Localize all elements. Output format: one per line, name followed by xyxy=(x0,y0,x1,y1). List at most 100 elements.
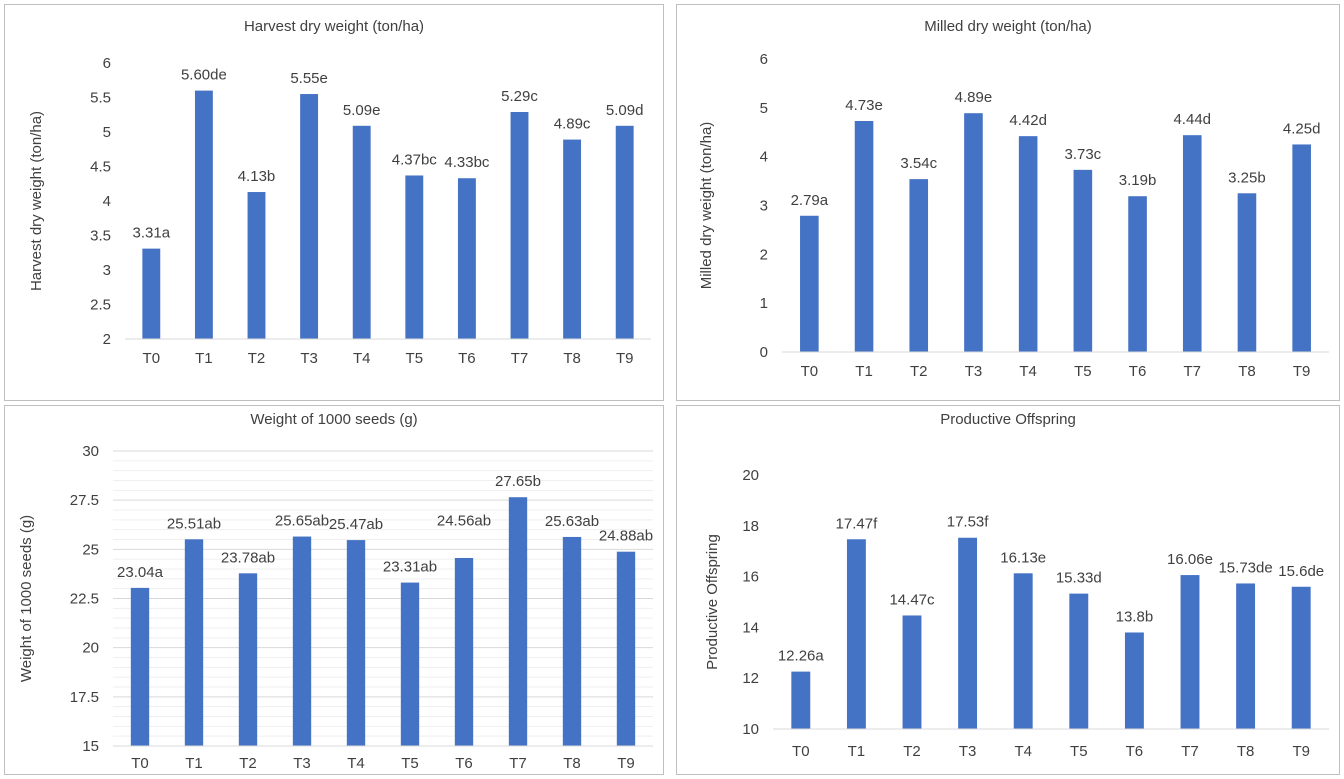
bar-t6 xyxy=(1124,632,1144,729)
bar-t0 xyxy=(130,587,150,746)
y-tick-label: 15 xyxy=(82,738,99,755)
bar-t7 xyxy=(510,111,529,340)
x-tick-label: T5 xyxy=(406,350,424,367)
y-tick-label: 18 xyxy=(742,518,759,535)
data-label-t7: 27.65b xyxy=(495,473,541,490)
milled-dry-weight-chart: Milled dry weight (ton/ha) 0 1 2 3 4 5 6 Milled … xyxy=(698,18,1329,380)
bar-t9 xyxy=(1291,586,1311,729)
x-tick-label: T8 xyxy=(1238,363,1256,380)
bar-t9 xyxy=(616,551,636,746)
y-tick-label: 20 xyxy=(742,467,759,484)
bar-t9 xyxy=(1292,144,1311,352)
x-tick-label: T3 xyxy=(300,350,318,367)
bar-t3 xyxy=(958,537,978,729)
x-tick-label: T6 xyxy=(455,755,473,772)
data-label-t1: 5.60de xyxy=(181,67,227,84)
x-tick-label: T9 xyxy=(616,350,634,367)
x-tick-label: T2 xyxy=(903,743,921,760)
data-label-t6: 3.19b xyxy=(1119,172,1157,189)
x-tick-label: T4 xyxy=(353,350,371,367)
weight-1000-seeds-chart: Weight of 1000 seeds (g) 15 17.5 20 22.5 25 27… xyxy=(18,411,653,772)
x-tick-label: T9 xyxy=(617,755,635,772)
y-tick-label: 1 xyxy=(760,295,768,312)
data-label-t7: 16.06e xyxy=(1167,551,1213,568)
x-tick-label: T9 xyxy=(1292,743,1310,760)
data-label-t9: 4.25d xyxy=(1283,120,1321,137)
bar-t8 xyxy=(1236,583,1256,729)
chart-title: Harvest dry weight (ton/ha) xyxy=(244,18,424,35)
bar-t2 xyxy=(238,573,258,746)
x-tick-label: T8 xyxy=(1237,743,1255,760)
bar-t5 xyxy=(1069,593,1089,729)
x-tick-label: T5 xyxy=(1070,743,1088,760)
y-tick-label: 17.5 xyxy=(70,689,99,706)
chart-panel-harvest-dry-weight: Harvest dry weight (ton/ha) 2 2.5 3 3.5 4 4.5 5… xyxy=(4,4,664,401)
data-label-t5: 3.73c xyxy=(1064,146,1101,163)
bar-t0 xyxy=(791,671,811,729)
data-label-t0: 23.04a xyxy=(117,564,164,581)
x-tick-label: T0 xyxy=(143,350,161,367)
bar-t2 xyxy=(909,179,929,352)
data-label-t3: 5.55e xyxy=(290,70,328,87)
bar-t6 xyxy=(457,178,476,339)
x-tick-label: T5 xyxy=(401,755,419,772)
y-tick-label: 0 xyxy=(760,344,768,361)
bar-t5 xyxy=(405,175,424,339)
bar-t3 xyxy=(300,94,319,339)
bar-t7 xyxy=(1182,135,1202,352)
y-tick-label: 2 xyxy=(103,331,111,348)
bar-t8 xyxy=(563,139,582,339)
bar-t0 xyxy=(800,215,819,352)
y-tick-label: 27.5 xyxy=(70,492,99,509)
bar-t7 xyxy=(1180,575,1200,729)
bar-t2 xyxy=(902,615,922,729)
data-label-t8: 25.63ab xyxy=(545,513,599,530)
x-tick-label: T0 xyxy=(801,363,819,380)
x-tick-label: T8 xyxy=(563,350,581,367)
x-tick-label: T2 xyxy=(239,755,257,772)
productive-offspring-chart: Productive Offspring 10 12 14 16 18 20 Producti… xyxy=(704,411,1329,760)
y-tick-label: 3 xyxy=(103,262,111,279)
x-tick-label: T2 xyxy=(248,350,266,367)
data-label-t3: 17.53f xyxy=(947,514,990,531)
data-label-t9: 5.09d xyxy=(606,102,644,119)
y-tick-label: 20 xyxy=(82,640,99,657)
data-label-t2: 4.13b xyxy=(238,168,276,185)
bar-t4 xyxy=(346,540,366,746)
y-tick-label: 12 xyxy=(742,670,759,687)
bar-t2 xyxy=(247,192,266,339)
y-tick-label: 4.5 xyxy=(90,159,111,176)
bar-t1 xyxy=(184,539,204,746)
data-label-t3: 4.89e xyxy=(955,89,993,106)
data-label-t1: 4.73e xyxy=(845,97,883,114)
data-label-t8: 4.89c xyxy=(554,116,591,133)
y-tick-label: 10 xyxy=(742,721,759,738)
y-tick-label: 5 xyxy=(760,100,768,117)
chart-panel-milled-dry-weight: Milled dry weight (ton/ha) 0 1 2 3 4 5 6 Milled … xyxy=(676,4,1340,401)
data-label-t4: 25.47ab xyxy=(329,516,383,533)
x-tick-label: T3 xyxy=(293,755,311,772)
y-tick-label: 3 xyxy=(760,198,768,215)
data-label-t8: 3.25b xyxy=(1228,169,1266,186)
data-label-t5: 4.37bc xyxy=(392,151,438,168)
y-axis-title: Weight of 1000 seeds (g) xyxy=(18,515,35,682)
bar-t8 xyxy=(562,536,582,746)
data-label-t3: 25.65ab xyxy=(275,513,329,530)
data-label-t0: 12.26a xyxy=(778,648,825,665)
data-label-t1: 25.51ab xyxy=(167,515,221,532)
data-label-t6: 13.8b xyxy=(1116,608,1154,625)
y-tick-label: 2 xyxy=(760,246,768,263)
y-tick-label: 5.5 xyxy=(90,90,111,107)
data-label-t8: 15.73de xyxy=(1218,559,1272,576)
bar-t1 xyxy=(194,90,213,339)
x-tick-label: T0 xyxy=(792,743,810,760)
data-label-t9: 15.6de xyxy=(1278,563,1324,580)
y-tick-label: 4 xyxy=(760,149,768,166)
bar-t1 xyxy=(846,539,866,729)
data-label-t2: 3.54c xyxy=(900,155,937,172)
x-tick-label: T7 xyxy=(1183,363,1201,380)
y-tick-label: 25 xyxy=(82,541,99,558)
chart-title: Weight of 1000 seeds (g) xyxy=(250,411,417,428)
data-label-t7: 5.29c xyxy=(501,88,538,105)
y-tick-label: 16 xyxy=(742,569,759,586)
